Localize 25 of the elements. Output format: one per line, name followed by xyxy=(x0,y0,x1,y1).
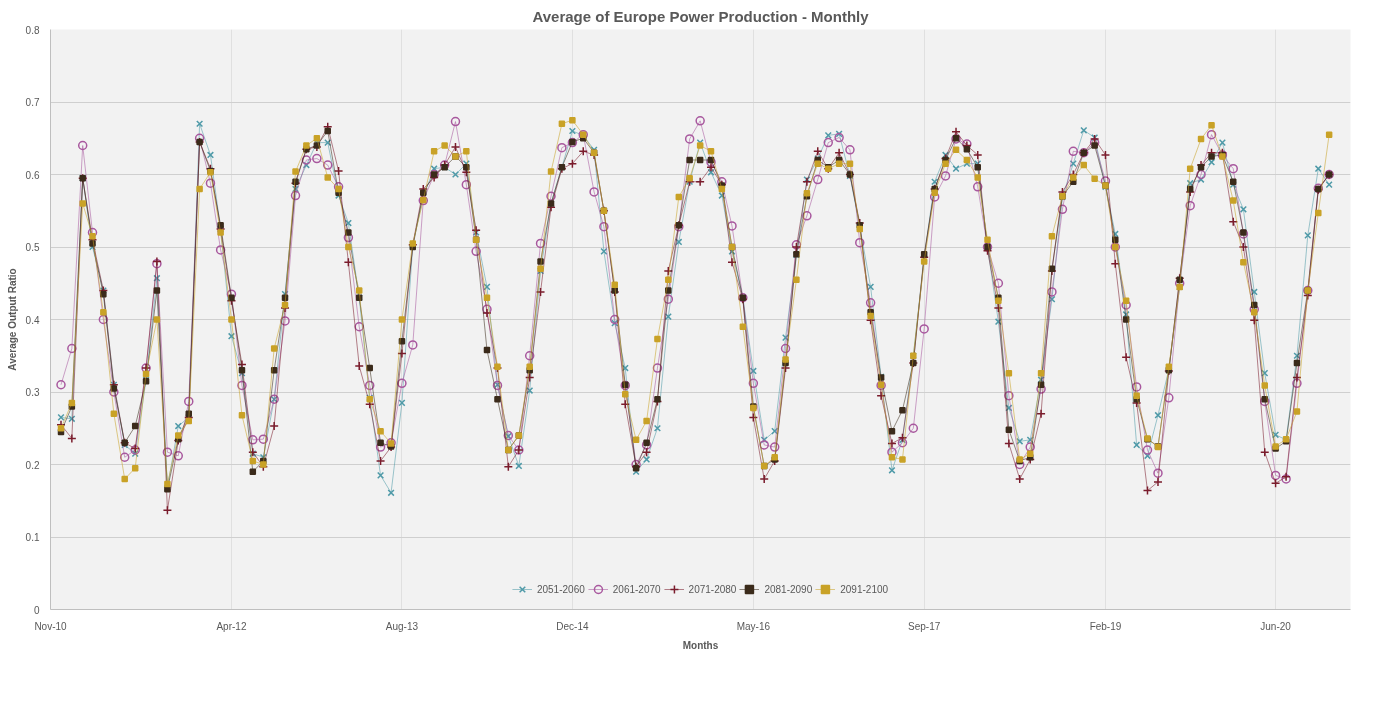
legend-label: 2091-2100 xyxy=(840,583,889,595)
x-tick-label: Dec-14 xyxy=(556,620,589,632)
chart-title: Average of Europe Power Production - Monthly xyxy=(532,7,870,25)
y-tick-label: 0.2 xyxy=(25,459,40,471)
y-tick-label: 0 xyxy=(33,604,40,616)
legend-label: 2061-2070 xyxy=(612,583,661,595)
x-tick-label: Feb-19 xyxy=(1089,620,1122,632)
y-tick-label: 0.5 xyxy=(25,242,40,253)
y-tick-label: 0.7 xyxy=(25,97,40,108)
x-tick-label: Aug-13 xyxy=(385,620,419,632)
x-tick-label: May-16 xyxy=(736,620,771,632)
legend-label: 2071-2080 xyxy=(688,583,737,595)
y-tick-label: 0.3 xyxy=(25,387,40,398)
legend-label: 2051-2060 xyxy=(536,583,585,595)
legend-label: 2081-2090 xyxy=(764,583,813,595)
y-tick-label: 0.6 xyxy=(25,169,40,181)
x-tick-label: Nov-10 xyxy=(34,620,68,632)
x-tick-label: Sep-17 xyxy=(908,620,941,632)
y-axis-title: Average Output Ratio xyxy=(6,268,18,371)
y-tick-label: 0.8 xyxy=(25,24,40,36)
x-tick-label: Jun-20 xyxy=(1260,620,1292,632)
y-tick-label: 0.1 xyxy=(25,532,40,543)
y-tick-label: 0.4 xyxy=(25,314,40,326)
x-tick-label: Apr-12 xyxy=(216,620,247,632)
x-axis-title: Months xyxy=(682,639,719,651)
